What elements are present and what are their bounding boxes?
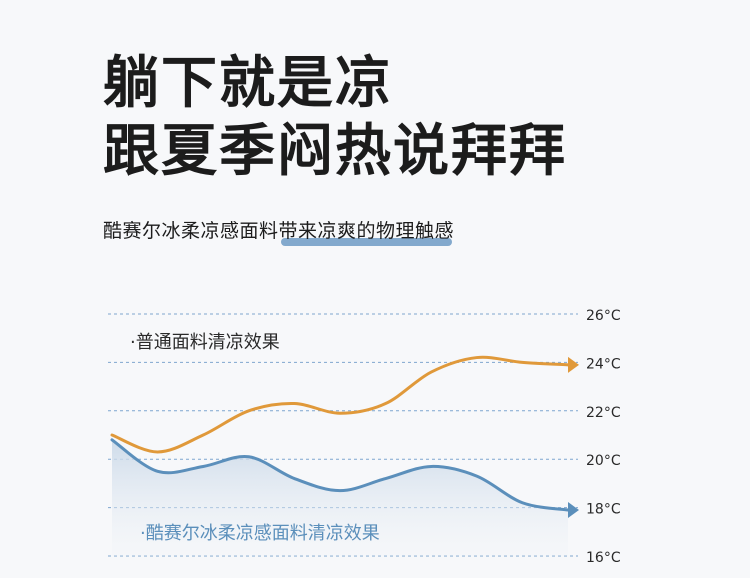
y-tick-label: 26°C bbox=[586, 308, 621, 324]
y-tick-label: 18°C bbox=[586, 502, 621, 518]
subheadline-highlight: 带来凉爽的物理触感 bbox=[279, 220, 455, 242]
subheadline-highlight-text: 带来凉爽的物理触感 bbox=[278, 220, 455, 242]
blue-series-line bbox=[110, 438, 570, 512]
subheadline-prefix: 酷赛尔冰柔凉感面料 bbox=[103, 220, 279, 242]
label-layer: 16°C 18°C 20°C 22°C 24°C 26°C ·普通面料清凉效果 ·酷赛尔冰柔凉… bbox=[130, 308, 621, 566]
y-tick-label: 20°C bbox=[586, 453, 621, 469]
headline-line-1: 躺下就是凉 bbox=[103, 51, 393, 116]
series-label-standard: ·普通面料清凉效果 bbox=[130, 332, 280, 353]
headline: 躺下就是凉 跟夏季闷热说拜拜 bbox=[103, 50, 567, 186]
series-layer bbox=[110, 355, 579, 519]
y-tick-label: 16°C bbox=[586, 550, 621, 566]
headline-line-2: 跟夏季闷热说拜拜 bbox=[103, 119, 567, 184]
series-label-coolsilk: ·酷赛尔冰柔凉感面料清凉效果 bbox=[140, 523, 380, 544]
orange-series-arrow bbox=[568, 356, 579, 373]
orange-series-line bbox=[110, 355, 570, 454]
y-tick-label: 24°C bbox=[586, 356, 621, 372]
subheadline: 酷赛尔冰柔凉感面料带来凉爽的物理触感 bbox=[103, 216, 454, 243]
blue-series-arrow bbox=[568, 502, 579, 519]
y-tick-label: 22°C bbox=[586, 405, 621, 421]
